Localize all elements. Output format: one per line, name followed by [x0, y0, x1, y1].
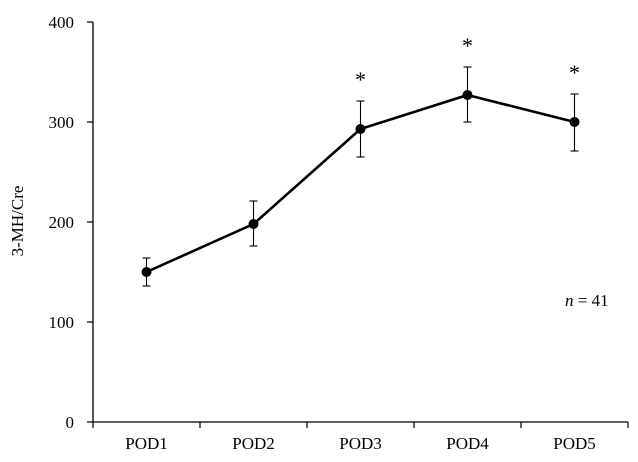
n-symbol: n	[565, 291, 574, 310]
data-point	[141, 267, 152, 277]
x-tick-label: POD2	[232, 434, 275, 453]
n-value: = 41	[574, 291, 609, 310]
y-ticks: 0 100 200 300 400	[49, 13, 93, 432]
data-point	[462, 90, 473, 100]
y-tick-label: 300	[49, 113, 75, 132]
significance-asterisk: *	[462, 33, 473, 58]
y-tick-label: 200	[49, 213, 75, 232]
data-point	[569, 117, 580, 127]
y-tick-label: 0	[66, 413, 75, 432]
y-tick-label: 400	[49, 13, 75, 32]
x-tick-label: POD4	[446, 434, 489, 453]
y-tick-label: 100	[49, 313, 75, 332]
significance-markers: * * *	[355, 33, 580, 92]
data-point	[355, 124, 366, 134]
x-tick-label: POD1	[125, 434, 168, 453]
significance-asterisk: *	[355, 67, 366, 92]
x-tick-label: POD3	[339, 434, 382, 453]
x-tick-label: POD5	[553, 434, 596, 453]
x-ticks: POD1 POD2 POD3 POD4 POD5	[92, 422, 629, 453]
significance-asterisk: *	[569, 60, 580, 85]
sample-size-annotation: n = 41	[565, 291, 609, 310]
y-axis-title: 3-MH/Cre	[8, 186, 27, 257]
series	[141, 90, 580, 277]
data-point	[248, 219, 259, 229]
error-bars	[142, 66, 579, 287]
